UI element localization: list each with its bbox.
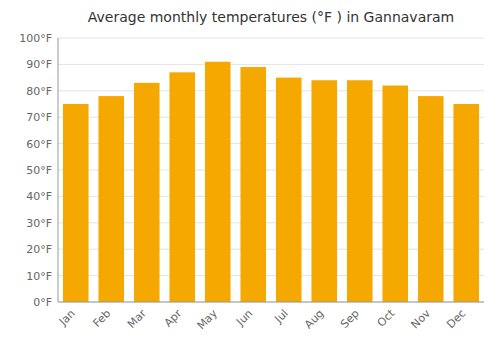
- y-tick-label: 60°F: [26, 138, 52, 151]
- bar: [240, 67, 266, 302]
- x-tick-label: Jun: [233, 307, 255, 329]
- title: Average monthly temperatures (°F ) in Ga…: [88, 9, 454, 25]
- x-tick-labels: Jan Feb Mar Apr May Jun Jul Aug Sep Oct Nov Dec: [56, 306, 468, 332]
- x-tick-label: Mar: [125, 307, 149, 331]
- y-tick-label: 70°F: [26, 111, 52, 124]
- x-tick-label: Oct: [375, 306, 398, 329]
- x-tick-label: Feb: [90, 307, 113, 330]
- bar: [382, 86, 408, 302]
- bar: [453, 104, 479, 302]
- bar: [276, 78, 302, 302]
- y-tick-label: 20°F: [26, 243, 52, 256]
- bar: [98, 96, 124, 302]
- x-axis-line: [58, 302, 484, 303]
- y-tick-label: 40°F: [26, 190, 52, 203]
- bar: [418, 96, 444, 302]
- x-tick-label: Apr: [162, 307, 185, 330]
- x-tick-label: Jul: [272, 307, 291, 326]
- y-tick-label: 80°F: [26, 85, 52, 98]
- grid-line: [58, 38, 484, 39]
- x-tick-label: May: [195, 307, 221, 333]
- bar: [169, 72, 195, 302]
- x-tick-label: Aug: [302, 307, 326, 331]
- grid-line: [58, 90, 484, 91]
- x-tick-label: Nov: [408, 307, 433, 332]
- bar: [63, 104, 89, 302]
- grid-line: [58, 302, 484, 303]
- y-tick-label: 0°F: [33, 296, 52, 309]
- bar: [134, 83, 160, 302]
- chart: Average monthly temperatures (°F ) in Ga…: [0, 0, 500, 350]
- x-tick-label: Dec: [444, 307, 468, 331]
- bar: [347, 80, 373, 302]
- bar: [311, 80, 337, 302]
- y-tick-label: 10°F: [26, 270, 52, 283]
- y-tick-label: 30°F: [26, 217, 52, 230]
- bar: [205, 62, 231, 302]
- x-tick-label: Jan: [56, 307, 78, 329]
- grid-line: [58, 64, 484, 65]
- chart-container: Average monthly temperatures (°F ) in Ga…: [0, 0, 500, 350]
- y-tick-label: 50°F: [26, 164, 52, 177]
- grid: [58, 38, 484, 302]
- y-tick-label: 100°F: [19, 32, 52, 45]
- bars: [63, 62, 479, 302]
- y-axis-line: [58, 38, 59, 302]
- y-tick-label: 90°F: [26, 58, 52, 71]
- y-tick-labels: 0°F 10°F 20°F 30°F 40°F 50°F 60°F 70°F 80°F 90°F 1…: [19, 32, 52, 309]
- x-tick-label: Sep: [338, 307, 362, 331]
